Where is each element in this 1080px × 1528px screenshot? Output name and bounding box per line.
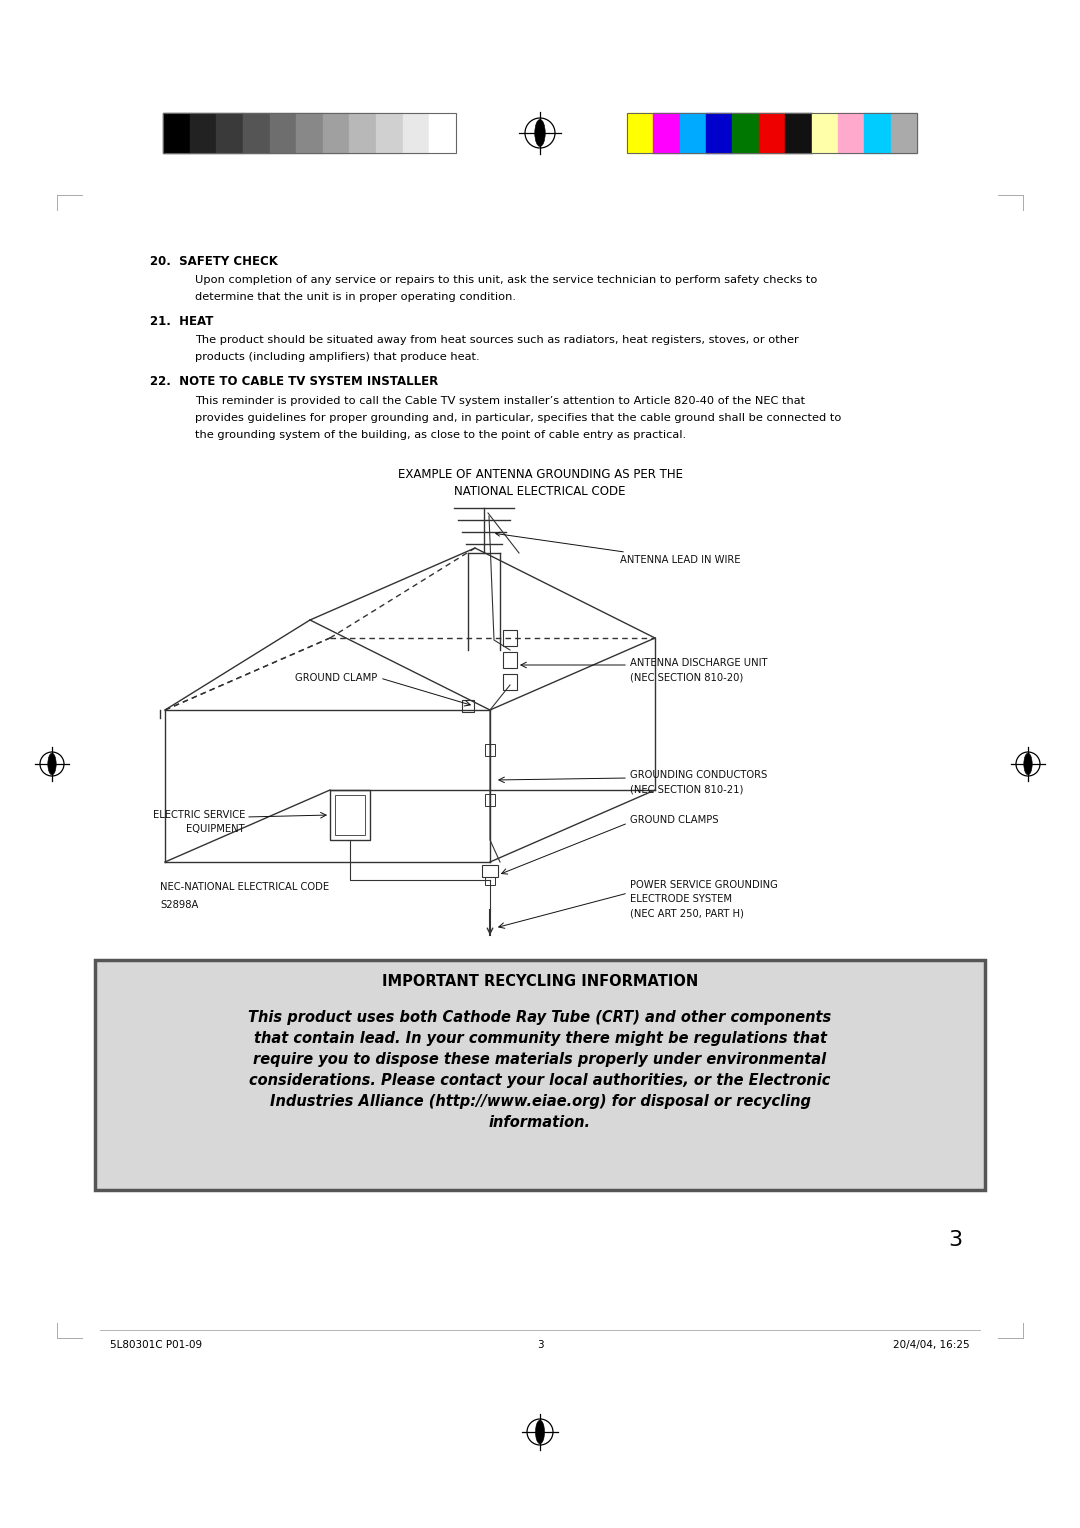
Bar	[216, 113, 243, 153]
Text: IMPORTANT RECYCLING INFORMATION: IMPORTANT RECYCLING INFORMATION	[382, 973, 698, 989]
Text: 20.  SAFETY CHECK: 20. SAFETY CHECK	[150, 255, 278, 267]
Text: 20/4/04, 16:25: 20/4/04, 16:25	[893, 1340, 970, 1351]
Bar	[503, 630, 517, 646]
Bar	[190, 113, 216, 153]
Bar	[811, 113, 838, 153]
Bar	[482, 865, 498, 877]
Text: the grounding system of the building, as close to the point of cable entry as pr: the grounding system of the building, as…	[195, 429, 686, 440]
Bar	[503, 652, 517, 668]
Bar	[891, 113, 917, 153]
Text: NEC-NATIONAL ELECTRICAL CODE: NEC-NATIONAL ELECTRICAL CODE	[160, 882, 329, 892]
Text: (NEC ART 250, PART H): (NEC ART 250, PART H)	[630, 908, 744, 918]
Text: ANTENNA DISCHARGE UNIT: ANTENNA DISCHARGE UNIT	[630, 659, 768, 668]
Text: GROUNDING CONDUCTORS: GROUNDING CONDUCTORS	[630, 770, 767, 779]
Text: (NEC SECTION 810-21): (NEC SECTION 810-21)	[630, 784, 743, 795]
Ellipse shape	[535, 119, 545, 147]
Text: ELECTRODE SYSTEM: ELECTRODE SYSTEM	[630, 894, 732, 905]
Bar	[330, 790, 370, 840]
Text: This reminder is provided to call the Cable TV system installer’s attention to A: This reminder is provided to call the Ca…	[195, 396, 805, 406]
Text: 21.  HEAT: 21. HEAT	[150, 315, 214, 329]
Ellipse shape	[1024, 753, 1032, 775]
Bar	[759, 113, 785, 153]
Text: NATIONAL ELECTRICAL CODE: NATIONAL ELECTRICAL CODE	[455, 484, 625, 498]
Ellipse shape	[536, 1421, 544, 1444]
Text: 5L80301C P01-09: 5L80301C P01-09	[110, 1340, 202, 1351]
Text: POWER SERVICE GROUNDING: POWER SERVICE GROUNDING	[630, 880, 778, 889]
Bar	[785, 113, 811, 153]
Ellipse shape	[48, 753, 56, 775]
Text: ELECTRIC SERVICE: ELECTRIC SERVICE	[152, 810, 245, 821]
Bar	[503, 674, 517, 691]
Bar	[323, 113, 350, 153]
Bar	[296, 113, 323, 153]
Bar	[485, 877, 495, 885]
Bar	[706, 113, 732, 153]
Text: provides guidelines for proper grounding and, in particular, specifies that the : provides guidelines for proper grounding…	[195, 413, 841, 423]
Text: Upon completion of any service or repairs to this unit, ask the service technici: Upon completion of any service or repair…	[195, 275, 818, 286]
Text: 22.  NOTE TO CABLE TV SYSTEM INSTALLER: 22. NOTE TO CABLE TV SYSTEM INSTALLER	[150, 374, 438, 388]
Bar	[838, 113, 864, 153]
Text: ANTENNA LEAD IN WIRE: ANTENNA LEAD IN WIRE	[496, 532, 741, 565]
Text: This product uses both Cathode Ray Tube (CRT) and other components
that contain : This product uses both Cathode Ray Tube …	[248, 1010, 832, 1131]
Text: The product should be situated away from heat sources such as radiators, heat re: The product should be situated away from…	[195, 335, 799, 345]
Bar	[335, 795, 365, 834]
Bar	[163, 113, 456, 153]
Bar	[350, 113, 376, 153]
Text: 3: 3	[948, 1230, 962, 1250]
Text: EQUIPMENT: EQUIPMENT	[187, 824, 245, 834]
Bar	[430, 113, 456, 153]
Text: GROUND CLAMP: GROUND CLAMP	[295, 672, 377, 683]
Text: determine that the unit is in proper operating condition.: determine that the unit is in proper ope…	[195, 292, 516, 303]
Bar	[163, 113, 190, 153]
Text: S2898A: S2898A	[160, 900, 199, 911]
Bar	[732, 113, 759, 153]
Bar	[485, 744, 495, 756]
Text: products (including amplifiers) that produce heat.: products (including amplifiers) that pro…	[195, 351, 480, 362]
Bar	[270, 113, 296, 153]
Bar	[376, 113, 403, 153]
Text: EXAMPLE OF ANTENNA GROUNDING AS PER THE: EXAMPLE OF ANTENNA GROUNDING AS PER THE	[397, 468, 683, 481]
Bar	[462, 700, 474, 712]
Bar	[403, 113, 430, 153]
Bar	[679, 113, 706, 153]
Bar	[864, 113, 891, 153]
Bar	[95, 960, 985, 1190]
Bar	[627, 113, 653, 153]
Text: GROUND CLAMPS: GROUND CLAMPS	[630, 814, 718, 825]
Bar	[485, 795, 495, 805]
Bar	[653, 113, 679, 153]
Bar	[243, 113, 270, 153]
Text: 3: 3	[537, 1340, 543, 1351]
Text: (NEC SECTION 810-20): (NEC SECTION 810-20)	[630, 672, 743, 681]
Bar	[627, 113, 917, 153]
